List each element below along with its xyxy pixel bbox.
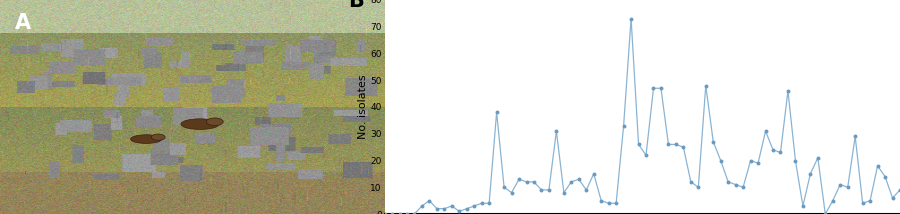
Point (662, 143, 676, 146)
Point (698, 84, 713, 87)
Point (646, 86, 661, 90)
Point (684, 180, 698, 184)
Text: A: A (15, 13, 32, 33)
Point (429, 207, 444, 210)
Point (736, 186, 751, 189)
Point (766, 148, 780, 152)
Point (796, 204, 810, 208)
Point (542, 188, 556, 192)
Point (415, 204, 429, 208)
Point (519, 180, 534, 184)
Point (587, 172, 601, 175)
Point (893, 188, 900, 192)
Point (691, 186, 706, 189)
Point (422, 199, 436, 202)
Point (437, 207, 452, 210)
Point (452, 210, 466, 213)
Point (676, 146, 690, 149)
Ellipse shape (151, 134, 166, 140)
Point (601, 202, 616, 205)
Point (841, 186, 855, 189)
Point (639, 153, 653, 157)
Point (728, 183, 742, 186)
Y-axis label: No. isolates: No. isolates (357, 75, 367, 139)
Point (825, 199, 840, 202)
Ellipse shape (181, 119, 219, 129)
Point (743, 159, 758, 162)
Point (572, 178, 586, 181)
Point (706, 140, 721, 143)
Point (460, 207, 474, 210)
Point (669, 143, 683, 146)
Point (616, 124, 631, 128)
Point (467, 204, 482, 208)
Point (870, 164, 885, 168)
Point (781, 89, 796, 93)
Point (445, 204, 459, 208)
Point (535, 188, 549, 192)
Point (392, 212, 407, 214)
Point (714, 159, 728, 162)
Point (624, 17, 638, 21)
Text: B: B (348, 0, 364, 11)
Point (818, 212, 832, 214)
Point (482, 202, 497, 205)
Point (497, 186, 511, 189)
Point (856, 202, 870, 205)
Point (803, 172, 817, 175)
Point (512, 178, 526, 181)
Point (886, 196, 900, 200)
Point (400, 212, 414, 214)
Point (474, 202, 489, 205)
Ellipse shape (130, 135, 162, 143)
Point (579, 188, 593, 192)
Point (594, 199, 608, 202)
Point (632, 143, 646, 146)
Point (564, 180, 579, 184)
Point (385, 212, 400, 214)
Point (549, 129, 563, 133)
Point (526, 180, 541, 184)
Point (557, 191, 572, 194)
Point (751, 161, 765, 165)
Point (490, 111, 504, 114)
Point (833, 183, 848, 186)
Point (848, 135, 862, 138)
Point (863, 199, 878, 202)
Point (504, 191, 518, 194)
Ellipse shape (206, 118, 223, 126)
Point (773, 151, 788, 154)
Point (653, 86, 668, 90)
Point (878, 175, 892, 178)
Point (759, 129, 773, 133)
Point (788, 159, 803, 162)
Point (377, 212, 392, 214)
Point (609, 202, 624, 205)
Point (811, 156, 825, 160)
Point (721, 180, 735, 184)
Point (408, 212, 422, 214)
